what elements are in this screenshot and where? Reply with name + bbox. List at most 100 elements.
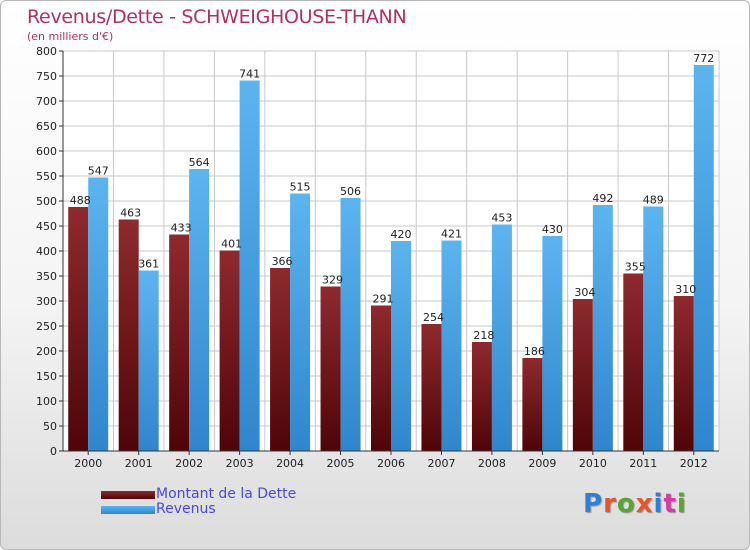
bar-dette [270, 268, 291, 451]
data-label-revenus: 772 [693, 52, 714, 65]
axes: 0 50 100 150 200 250 300 350 400 450 500 550 600 650 7… [36, 45, 719, 470]
y-tick-label: 300 [36, 295, 57, 308]
proxiti-logo: Proxiti [583, 489, 687, 519]
y-tick-label: 400 [36, 245, 57, 258]
bar-dette [623, 273, 644, 451]
data-label-dette: 291 [373, 293, 394, 306]
bar-revenus [138, 270, 159, 451]
logo-letter: t [663, 489, 677, 519]
logo-letter: i [676, 489, 687, 519]
data-label-dette: 254 [423, 311, 444, 324]
bar-revenus [592, 205, 613, 451]
y-tick-label: 150 [36, 370, 57, 383]
logo-letter: P [583, 489, 604, 519]
x-tick-label: 2005 [327, 457, 355, 470]
bar-dette [572, 299, 593, 451]
bar-revenus [391, 241, 411, 451]
y-tick-label: 350 [36, 270, 57, 283]
x-tick-label: 2004 [276, 457, 304, 470]
legend-swatch-revenus [101, 506, 155, 514]
bar-dette [169, 234, 190, 451]
bar-revenus [491, 224, 512, 451]
x-tick-label: 2008 [478, 457, 506, 470]
bar-dette [118, 219, 139, 451]
y-tick-label: 700 [36, 95, 57, 108]
bar-revenus [239, 80, 260, 451]
bar-revenus [643, 206, 664, 451]
x-tick-label: 2012 [680, 457, 708, 470]
data-label-revenus: 421 [441, 228, 462, 241]
x-tick-label: 2010 [579, 457, 607, 470]
bars [68, 65, 714, 451]
y-tick-label: 450 [36, 220, 57, 233]
legend-swatch-dette [101, 491, 155, 499]
data-label-revenus: 453 [491, 212, 512, 225]
data-label-revenus: 515 [290, 181, 311, 194]
legend-label-revenus: Revenus [156, 501, 216, 517]
bar-revenus [290, 193, 311, 451]
logo-letter: o [616, 489, 636, 519]
bar-dette [471, 342, 492, 451]
data-label-revenus: 741 [239, 68, 260, 81]
data-label-dette: 401 [221, 238, 242, 251]
data-label-revenus: 506 [340, 185, 361, 198]
bar-revenus [189, 169, 210, 451]
x-tick-label: 2001 [125, 457, 153, 470]
data-label-revenus: 489 [643, 194, 664, 207]
y-tick-label: 500 [36, 195, 57, 208]
y-tick-label: 650 [36, 120, 57, 133]
y-tick-label: 100 [36, 395, 57, 408]
chart-title: Revenus/Dette - SCHWEIGHOUSE-THANN [27, 6, 407, 28]
data-label-dette: 433 [171, 222, 192, 235]
bar-revenus [340, 198, 361, 451]
x-tick-label: 2003 [226, 457, 254, 470]
data-labels: 488 547 463 361 433 564 401 741 366 515 329 506 291 4… [70, 52, 715, 358]
logo-letter: r [603, 489, 617, 519]
data-label-dette: 186 [524, 345, 545, 358]
data-label-dette: 355 [625, 261, 646, 274]
bar-dette [522, 358, 543, 451]
logo-letter: x [635, 489, 654, 519]
y-tick-label: 550 [36, 170, 57, 183]
data-label-revenus: 564 [189, 156, 210, 169]
y-tick-label: 750 [36, 70, 57, 83]
bar-dette [421, 324, 442, 451]
bar-revenus [88, 177, 109, 451]
y-tick-label: 0 [50, 445, 57, 458]
logo-letter: i [653, 489, 664, 519]
data-label-revenus: 492 [592, 192, 613, 205]
data-label-dette: 488 [70, 194, 91, 207]
data-label-dette: 463 [120, 207, 141, 220]
data-label-dette: 310 [675, 283, 696, 296]
bar-revenus [542, 236, 563, 451]
data-label-dette: 329 [322, 274, 343, 287]
chart-subtitle: (en milliers d'€) [27, 30, 114, 43]
y-tick-label: 200 [36, 345, 57, 358]
legend-label-dette: Montant de la Dette [156, 486, 297, 502]
y-tick-label: 50 [43, 420, 57, 433]
data-label-revenus: 547 [88, 165, 109, 178]
x-tick-label: 2006 [377, 457, 405, 470]
bar-dette [371, 305, 391, 451]
x-tick-label: 2007 [427, 457, 455, 470]
y-tick-label: 250 [36, 320, 57, 333]
x-tick-label: 2009 [528, 457, 556, 470]
bar-dette [68, 207, 89, 451]
x-tick-label: 2000 [74, 457, 102, 470]
data-label-dette: 218 [473, 329, 494, 342]
data-label-dette: 366 [272, 255, 293, 268]
y-tick-label: 600 [36, 145, 57, 158]
y-tick-label: 800 [36, 45, 57, 58]
bar-revenus [441, 240, 462, 451]
x-tick-label: 2011 [629, 457, 657, 470]
data-label-revenus: 361 [138, 258, 159, 271]
bar-dette [219, 250, 240, 451]
data-label-dette: 304 [574, 286, 595, 299]
data-label-revenus: 420 [391, 228, 412, 241]
bar-dette [320, 286, 341, 451]
bar-dette [673, 296, 694, 451]
bar-revenus [693, 65, 714, 451]
x-tick-label: 2002 [175, 457, 203, 470]
